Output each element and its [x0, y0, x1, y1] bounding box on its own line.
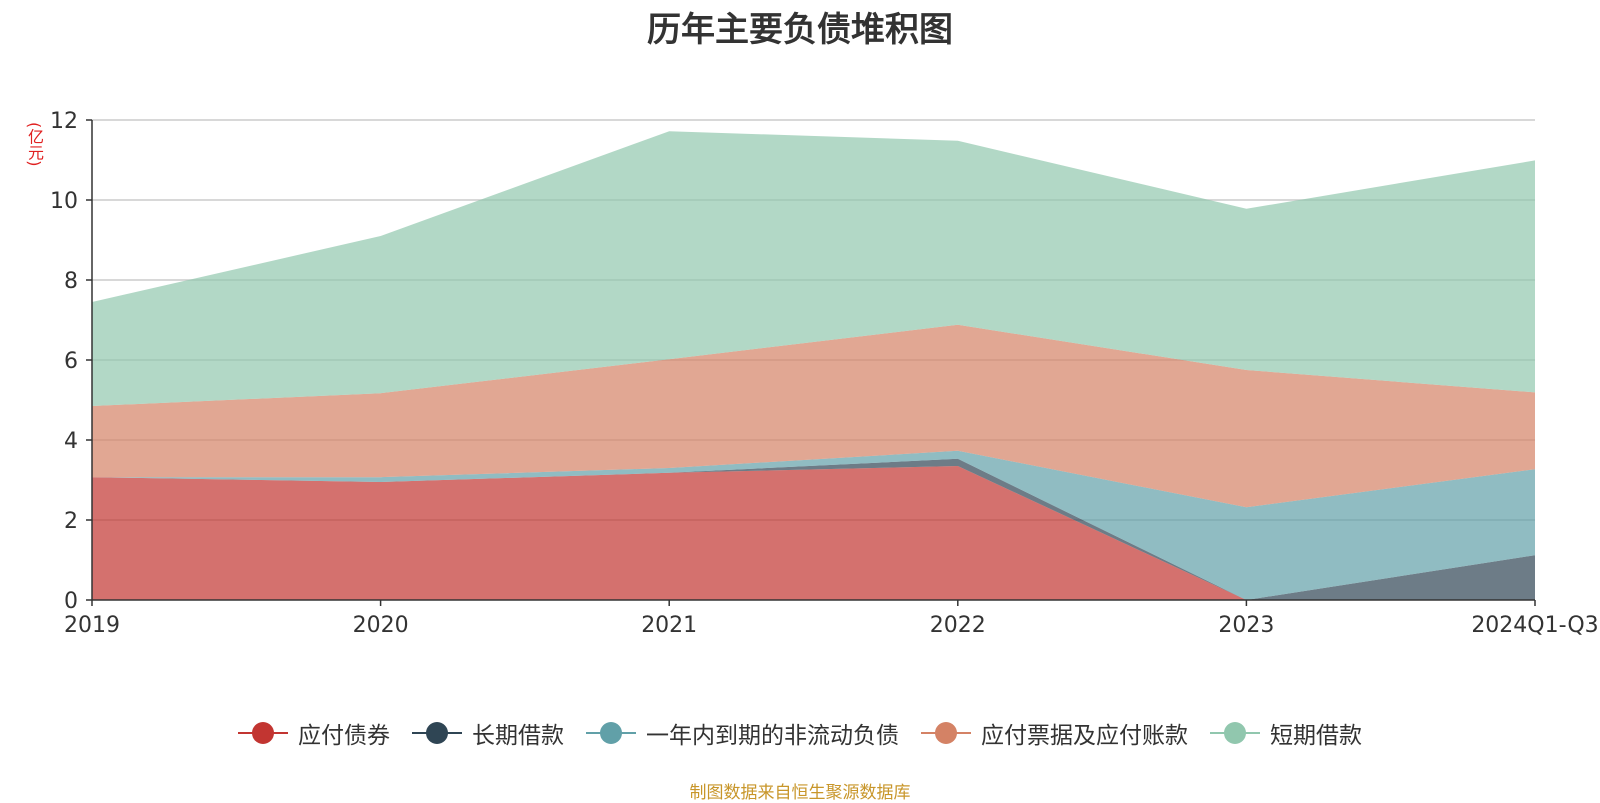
legend-marker-icon: [1210, 722, 1260, 744]
x-tick-label: 2024Q1-Q3: [1471, 613, 1598, 638]
x-tick-label: 2020: [353, 613, 409, 638]
area-series-一年内到期的非流动负债: [92, 450, 1535, 600]
legend-item[interactable]: 长期借款: [412, 716, 564, 750]
y-tick-label: 6: [64, 349, 78, 374]
legend-label: 长期借款: [472, 723, 564, 749]
y-axis-unit-label: (亿元): [25, 122, 44, 167]
legend-marker-icon: [586, 722, 636, 744]
x-tick-label: 2022: [930, 613, 986, 638]
legend-marker-icon: [921, 722, 971, 744]
legend-marker-icon: [238, 722, 288, 744]
area-series-应付票据及应付账款: [92, 324, 1535, 508]
legend-label: 应付债券: [298, 723, 390, 749]
legend-item[interactable]: 一年内到期的非流动负债: [586, 716, 899, 750]
area-series-应付债券: [92, 466, 1535, 600]
y-tick-label: 8: [64, 269, 78, 294]
legend-label: 一年内到期的非流动负债: [646, 723, 899, 749]
legend-label: 应付票据及应付账款: [981, 723, 1188, 749]
y-tick-label: 10: [50, 189, 78, 214]
legend: 应付债券 长期借款 一年内到期的非流动负债 应付票据及应付账款 短期借款: [0, 716, 1600, 750]
y-tick-label: 4: [64, 429, 78, 454]
x-tick-label: 2023: [1218, 613, 1274, 638]
x-tick-label: 2019: [64, 613, 120, 638]
x-tick-label: 2021: [641, 613, 697, 638]
y-tick-label: 0: [64, 589, 78, 614]
y-tick-label: 12: [50, 109, 78, 134]
legend-item[interactable]: 应付债券: [238, 716, 390, 750]
area-series-短期借款: [92, 131, 1535, 406]
area-series-长期借款: [92, 458, 1535, 600]
legend-item[interactable]: 短期借款: [1210, 716, 1362, 750]
axes: 0 2 4 6 8 10 12 2019 2020 2021 2022 2023 2024Q1-Q3: [50, 109, 1599, 638]
legend-marker-icon: [412, 722, 462, 744]
y-tick-label: 2: [64, 509, 78, 534]
source-note: 制图数据来自恒生聚源数据库: [689, 783, 911, 803]
legend-item[interactable]: 应付票据及应付账款: [921, 716, 1188, 750]
area-series: [92, 131, 1535, 600]
chart-title: 历年主要负债堆积图: [647, 10, 953, 50]
legend-label: 短期借款: [1270, 723, 1362, 749]
